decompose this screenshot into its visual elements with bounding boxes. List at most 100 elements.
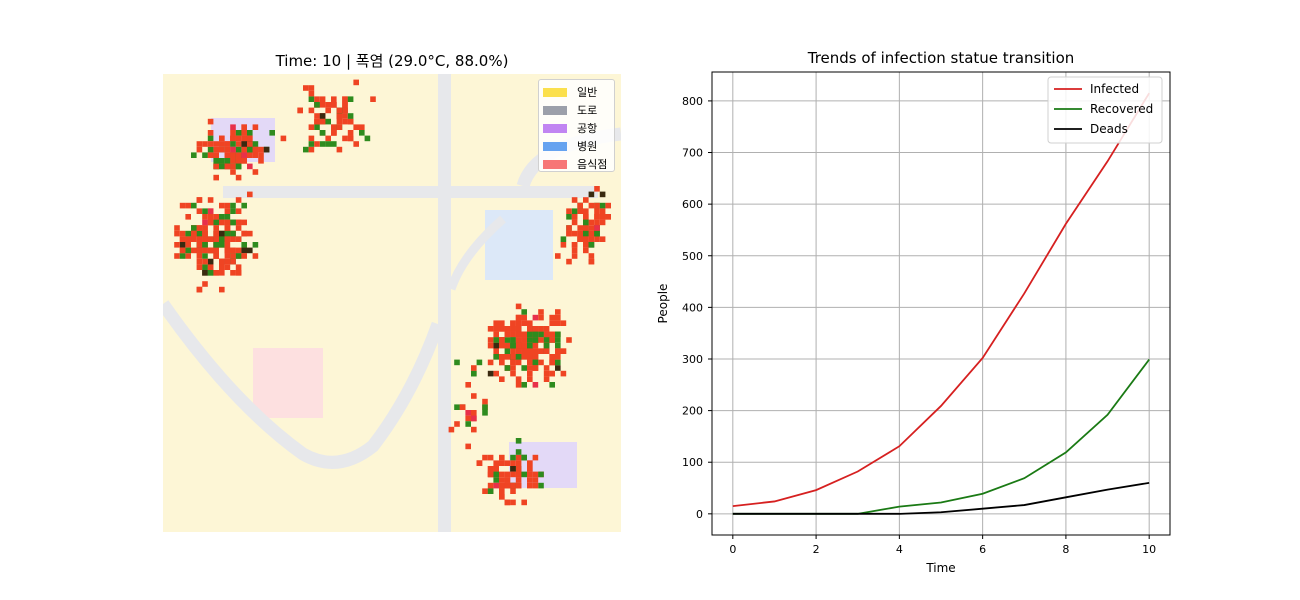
infected-cell: [207, 247, 214, 254]
infected-cell: [224, 258, 231, 265]
infected-cell: [594, 202, 600, 209]
recovered-cell: [202, 152, 208, 158]
infected-cell: [583, 225, 589, 231]
infected-cell: [230, 236, 236, 242]
infected-cell: [191, 230, 197, 237]
infected-cell: [241, 135, 247, 142]
infected-cell: [499, 337, 505, 343]
recovered-cell: [314, 124, 320, 130]
infected-cell: [230, 247, 236, 254]
infected-cell: [555, 314, 561, 321]
infected-cell: [174, 242, 180, 248]
infected-cell: [342, 118, 348, 125]
recovered-cell: [588, 242, 595, 248]
infected-cell: [515, 303, 522, 310]
infected-cell: [191, 247, 197, 254]
recovered-cell: [482, 410, 488, 416]
infected-cell: [515, 454, 522, 461]
infected-cell: [577, 236, 583, 242]
infected-cell: [510, 488, 516, 494]
infected-cell: [179, 202, 186, 209]
recovered-cell: [308, 141, 315, 147]
x-tick-label: 10: [1142, 543, 1156, 556]
infected-cell: [219, 258, 225, 265]
infected-cell: [331, 102, 337, 108]
infected-cell: [207, 236, 214, 242]
infected-cell: [235, 219, 242, 226]
infected-cell: [594, 225, 600, 231]
legend-item: 공항: [543, 121, 597, 135]
chart-legend-box: [1047, 76, 1163, 144]
infected-cell: [185, 202, 191, 209]
infected-cell: [241, 219, 247, 226]
infected-cell: [241, 253, 247, 259]
recovered-cell: [325, 141, 331, 147]
recovered-cell: [347, 113, 354, 119]
recovered-cell: [314, 102, 320, 108]
infected-cell: [521, 320, 527, 326]
infected-cell: [331, 130, 337, 136]
infected-cell: [196, 258, 203, 265]
infected-cell: [487, 326, 494, 332]
infected-cell: [342, 96, 348, 102]
infected-cell: [213, 236, 219, 242]
infected-cell: [347, 118, 354, 125]
chart-title: Trends of infection statue transition: [807, 49, 1075, 67]
recovered-cell: [235, 253, 242, 259]
infected-cell: [527, 466, 533, 472]
infected-cell: [566, 225, 572, 231]
infected-cell: [314, 113, 320, 119]
recovered-cell: [347, 96, 354, 102]
infected-cell: [493, 466, 499, 472]
infected-cell: [224, 219, 231, 226]
recovered-cell: [532, 359, 539, 366]
infected-cell: [499, 482, 505, 489]
infected-cell: [527, 348, 533, 354]
recovered-cell: [230, 202, 236, 209]
legend-label: 병원: [577, 140, 598, 153]
infected-cell: [196, 236, 203, 242]
infected-cell: [515, 326, 522, 332]
recovered-cell: [482, 404, 488, 410]
infected-cell: [532, 471, 539, 478]
infected-cell: [465, 443, 471, 450]
simulation-map: 일반 도로 공항 병원 음식점: [163, 74, 621, 532]
recovered-cell: [213, 219, 219, 226]
infected-cell: [571, 247, 578, 254]
infected-cell: [499, 359, 505, 366]
recovered-cell: [515, 354, 522, 360]
infected-cell: [196, 146, 203, 153]
infected-cell: [510, 499, 516, 506]
infected-cell: [504, 477, 511, 483]
dead-cell: [241, 141, 247, 147]
recovered-cell: [566, 214, 572, 220]
infected-cell: [510, 320, 516, 326]
infected-cell: [583, 236, 589, 242]
infected-cell: [499, 326, 505, 332]
infected-cell: [465, 382, 471, 388]
infected-cell: [527, 326, 533, 332]
recovered-cell: [465, 421, 471, 427]
infected-cell: [191, 236, 197, 242]
infected-cell: [258, 152, 264, 158]
infected-cell: [521, 342, 527, 349]
infected-cell: [532, 342, 539, 349]
infected-cell: [202, 225, 208, 231]
recovered-cell: [515, 438, 522, 444]
legend-swatch: [543, 105, 567, 115]
infected-cell: [308, 107, 315, 114]
infected-cell: [555, 320, 561, 326]
recovered-cell: [543, 337, 550, 343]
infected-cell: [308, 135, 315, 142]
infected-cell: [510, 460, 516, 466]
infected-cell: [605, 214, 611, 220]
infected-cell: [527, 471, 533, 478]
infected-cell: [213, 247, 219, 254]
dead-cell: [493, 342, 499, 349]
infected-cell: [532, 454, 539, 461]
infected-cell: [247, 135, 253, 142]
dead-cell: [219, 230, 225, 237]
infected-cell: [230, 169, 236, 175]
infected-cell: [510, 471, 516, 478]
infected-cell: [241, 124, 247, 130]
